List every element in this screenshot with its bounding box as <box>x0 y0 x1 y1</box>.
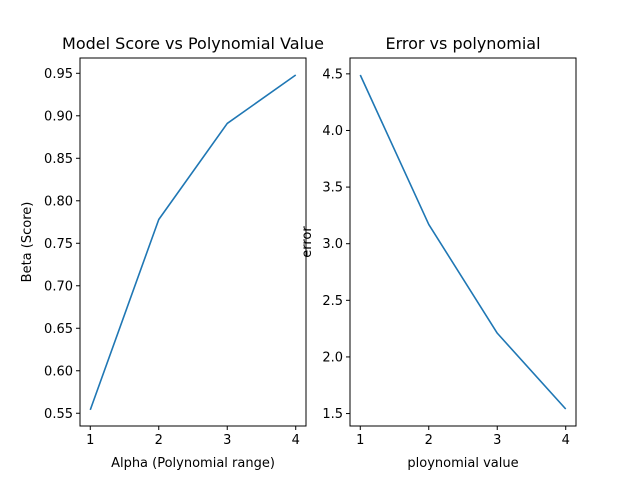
y-tick-label: 0.65 <box>44 322 73 337</box>
y-axis-label: error <box>300 226 315 258</box>
y-tick-label: 3.0 <box>322 237 343 252</box>
x-tick-label: 3 <box>223 433 231 448</box>
x-tick-label: 1 <box>356 433 364 448</box>
x-tick-label: 4 <box>562 433 570 448</box>
y-tick-label: 0.75 <box>44 237 73 252</box>
y-tick-label: 0.85 <box>44 152 73 167</box>
axis-ticks: 1 2 3 4 0.55 0.60 0.65 0.70 0.75 0.80 0.85 0.90 0.95 <box>44 67 300 448</box>
y-tick-label: 4.5 <box>322 67 343 82</box>
y-tick-label: 0.55 <box>44 407 73 422</box>
axis-ticks: 1 2 3 4 1.5 2.0 2.5 3.0 3.5 4.0 4.5 <box>322 67 570 448</box>
series-line <box>359 74 567 410</box>
y-tick-label: 2.0 <box>322 350 343 365</box>
y-tick-label: 1.5 <box>322 407 343 422</box>
x-tick-label: 1 <box>86 433 94 448</box>
y-tick-label: 0.80 <box>44 194 73 209</box>
x-tick-label: 2 <box>155 433 163 448</box>
y-tick-label: 3.5 <box>322 181 343 196</box>
x-tick-label: 2 <box>425 433 433 448</box>
line-series <box>89 74 297 411</box>
chart-title: Model Score vs Polynomial Value <box>62 34 324 53</box>
chart-error: Error vs polynomial 1 2 3 4 1.5 2.0 2.5 3.0 3.5 4… <box>300 34 577 471</box>
y-tick-label: 2.5 <box>322 294 343 309</box>
y-tick-label: 0.60 <box>44 364 73 379</box>
series-line <box>89 74 297 411</box>
y-tick-label: 4.0 <box>322 124 343 139</box>
axes-frame <box>79 57 307 427</box>
x-tick-label: 3 <box>493 433 501 448</box>
line-series <box>359 74 567 410</box>
x-axis-label: ploynomial value <box>407 456 518 471</box>
x-axis-label: Alpha (Polynomial range) <box>111 456 275 471</box>
y-tick-label: 0.90 <box>44 109 73 124</box>
y-tick-label: 0.95 <box>44 67 73 82</box>
x-tick-label: 4 <box>292 433 300 448</box>
y-tick-label: 0.70 <box>44 279 73 294</box>
axes-frame <box>349 57 577 427</box>
chart-model-score: Model Score vs Polynomial Value 1 2 3 4 0.55… <box>20 34 324 471</box>
y-axis-label: Beta (Score) <box>20 202 35 283</box>
chart-title: Error vs polynomial <box>385 34 540 53</box>
